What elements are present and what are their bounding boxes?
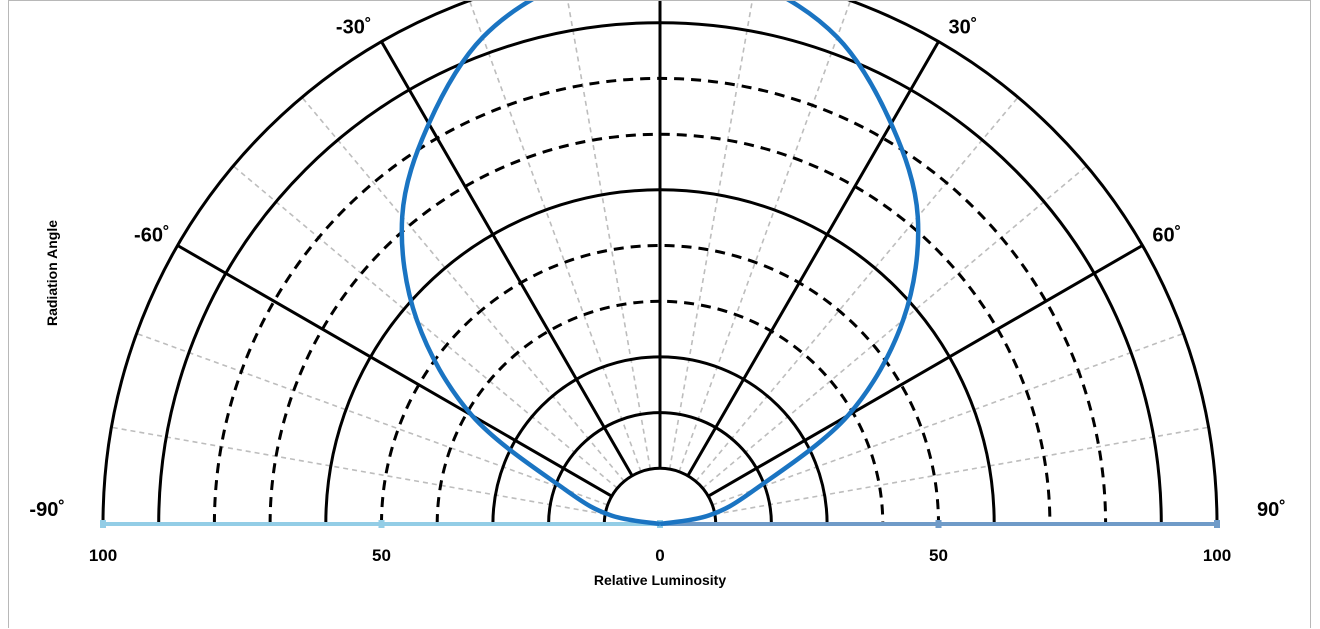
x-tick-mark--100: [100, 520, 106, 528]
light-spoke-10: [668, 1, 754, 470]
angle-label--30: -30˚: [336, 16, 372, 39]
major-spoke--30: [380, 40, 634, 477]
ring-dashed-50: [380, 244, 940, 525]
x-tick-label-0: 0: [655, 546, 664, 565]
light-spoke-40: [695, 96, 1019, 482]
x-tick-label-100: 100: [1203, 546, 1231, 565]
light-spoke--20: [468, 1, 642, 472]
x-tick-label--100: 100: [89, 546, 117, 565]
angle-labels: -90˚-60˚-30˚0˚30˚60˚90˚: [29, 16, 1286, 521]
ring-solid-10: [602, 466, 718, 525]
angle-label--60: -60˚: [134, 224, 170, 247]
y-axis-title: Radiation Angle: [44, 220, 60, 326]
ring-solid-100: [101, 1, 1219, 525]
light-spoke--10: [566, 1, 652, 470]
x-tick-label-50: 50: [929, 546, 948, 565]
light-spoke-50: [702, 165, 1088, 489]
x-axis-baseline: [100, 520, 1220, 528]
light-spoke-80: [714, 426, 1209, 516]
light-spoke-gridlines: [111, 1, 1209, 516]
x-tick-label--50: 50: [372, 546, 391, 565]
light-spoke--50: [232, 165, 618, 489]
light-spoke-20: [678, 1, 852, 472]
x-tick-mark-100: [1214, 520, 1220, 528]
major-spoke-60: [707, 244, 1144, 498]
x-tick-labels: 100 50 0 50 100: [89, 546, 1231, 565]
light-spoke--40: [301, 96, 625, 482]
light-spoke-70: [712, 332, 1184, 506]
series-group: [399, 1, 921, 527]
x-tick-mark--50: [378, 520, 385, 528]
light-spoke--70: [136, 332, 608, 506]
x-tick-mark-50: [935, 520, 942, 528]
angle-label--90: -90˚: [29, 498, 65, 521]
major-spoke-30: [686, 40, 940, 477]
light-spoke--80: [111, 426, 606, 516]
x-axis-title: Relative Luminosity: [594, 572, 726, 588]
angle-label-30: 30˚: [949, 16, 978, 39]
series-line-0: [399, 1, 921, 527]
angle-label-90: 90˚: [1257, 498, 1286, 521]
major-spoke-gridlines: [176, 1, 1144, 498]
angle-label-60: 60˚: [1152, 224, 1181, 247]
major-spoke--60: [176, 244, 613, 498]
